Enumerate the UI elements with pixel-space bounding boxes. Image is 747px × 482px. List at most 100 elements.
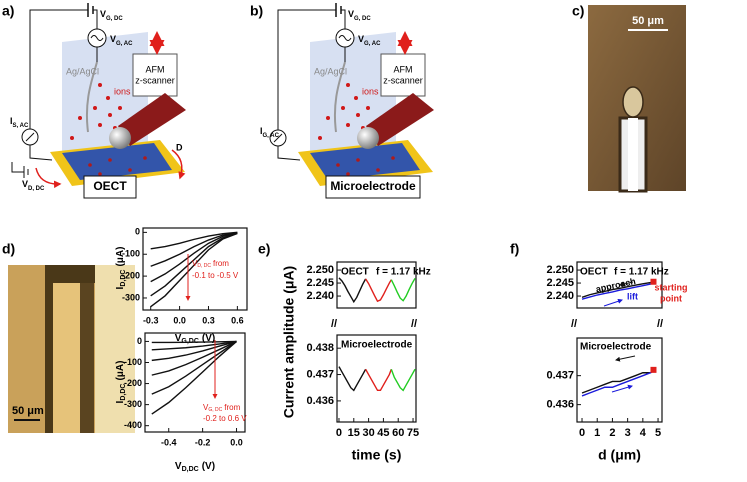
series-line (151, 340, 237, 395)
label: z-scanner (135, 75, 175, 85)
x-tick-label: 0 (579, 427, 585, 439)
panel-a: a) VG, DC VG, AC Ag/AgCl ions AFM z-scan… (2, 3, 186, 199)
probe-core (628, 118, 638, 191)
x-axis-label: VG,DC (V) (175, 333, 216, 345)
arrow (619, 281, 634, 287)
y-tick-label: -200 (122, 270, 140, 280)
label: D, DC (28, 186, 45, 192)
y-tick-label: 2.250 (306, 264, 334, 276)
series-line (581, 280, 656, 299)
y-tick-label: -400 (124, 420, 142, 430)
series-line (150, 232, 238, 283)
tip (109, 127, 131, 149)
series-line (150, 232, 238, 308)
ammeter-needle (273, 133, 283, 143)
label: G, DC (106, 16, 123, 22)
y-tick-label: 0 (135, 227, 140, 237)
panel-label: e) (258, 241, 270, 257)
x-tick-label: 2 (609, 427, 615, 439)
annotation: f = 1.17 kHz (376, 267, 431, 278)
panel-label: c) (572, 3, 584, 19)
plot-frame (336, 261, 417, 309)
electrode-pad (310, 143, 420, 180)
label: V (22, 179, 28, 189)
cantilever (366, 93, 434, 146)
x-tick-label: 1 (594, 427, 600, 439)
panel-c: c) 50 μm (572, 3, 686, 193)
x-tick-label: 0.0 (230, 437, 243, 447)
label: VG, AC (110, 34, 133, 46)
x-axis-label: G,DC (181, 338, 199, 345)
ac-symbol (338, 35, 352, 41)
feature (45, 265, 95, 283)
x-tick-label: 3 (625, 427, 631, 439)
annotation: G, DC (208, 407, 222, 413)
label: V (348, 9, 354, 19)
panel-d-photo: d) 50 μm (2, 241, 135, 433)
y-tick-label: 2.245 (306, 277, 334, 289)
wire (341, 9, 346, 29)
y-tick-label: 2.245 (546, 277, 574, 289)
annotation: -0.1 to -0.5 V (192, 271, 239, 280)
x-tick-label: 0.6 (231, 315, 244, 325)
arrow (615, 355, 636, 362)
label: IS, AC (10, 116, 29, 128)
series-line (581, 369, 656, 397)
label: AFM (146, 64, 165, 74)
y-axis-label: I (115, 400, 126, 403)
afm-box (380, 53, 426, 97)
wire (11, 162, 24, 173)
plot-frame (336, 334, 417, 423)
annotations: VD, DC from -0.1 to -0.5 V VG, DC from -0.… (185, 241, 688, 423)
x-tick-label: 0 (336, 427, 342, 439)
ammeter-needle (25, 132, 35, 142)
x-axis-label: D,DC (182, 466, 199, 473)
series-line (365, 278, 392, 303)
series-line (151, 340, 237, 344)
x-tick-label: 0.3 (202, 315, 215, 325)
y-axis-label: ID,DC (μA) (115, 361, 127, 404)
wire (29, 9, 88, 129)
annotation: OECT (580, 267, 608, 278)
x-axis-label: time (s) (352, 447, 402, 463)
label: I (10, 116, 13, 126)
label: G, AC (116, 41, 133, 47)
x-axis-label: V (175, 461, 182, 472)
flow-arrow (35, 167, 62, 189)
plot-frame (576, 261, 663, 309)
label: VD, DC (22, 179, 45, 191)
label: VG, DC (348, 9, 371, 21)
panel-b: b) VG, DC VG, AC Ag/AgCl ions AFM z-scan… (250, 3, 434, 199)
annotation: Microelectrode (580, 342, 652, 353)
y-axis-label: D,DC (120, 270, 127, 287)
wire (93, 9, 98, 29)
y-axis-label: (μA) (115, 247, 126, 267)
series-line (365, 368, 392, 392)
label: AFM (394, 64, 413, 74)
cantilever (118, 93, 186, 146)
annotation: V (203, 403, 209, 412)
annotation: -0.2 to 0.6 V (203, 414, 247, 423)
y-tick-label: 0.437 (546, 370, 574, 382)
series-line (150, 231, 238, 250)
y-tick-label: 2.250 (546, 264, 574, 276)
ac-symbol (90, 35, 104, 41)
x-axis-label: VD,DC (V) (175, 461, 215, 473)
series-line (390, 278, 416, 302)
x-axis-label: (V) (202, 461, 215, 472)
panel-label: d) (2, 241, 15, 257)
device-box (325, 175, 421, 199)
x-tick-label: 5 (655, 427, 661, 439)
y-tick-label: 0 (137, 336, 142, 346)
label: D (176, 142, 183, 152)
y-axis-label: (μA) (115, 361, 126, 381)
x-axis-label: (V) (202, 333, 215, 344)
series-line (151, 340, 237, 376)
annotation: VG, DC from (203, 403, 241, 413)
label: Ag/AgCl (314, 66, 347, 76)
y-tick-label: 2.240 (306, 290, 334, 302)
label: V (358, 34, 364, 44)
scale-label: 50 μm (632, 15, 664, 27)
annotation: V (192, 259, 198, 268)
x-tick-label: -0.2 (195, 437, 211, 447)
